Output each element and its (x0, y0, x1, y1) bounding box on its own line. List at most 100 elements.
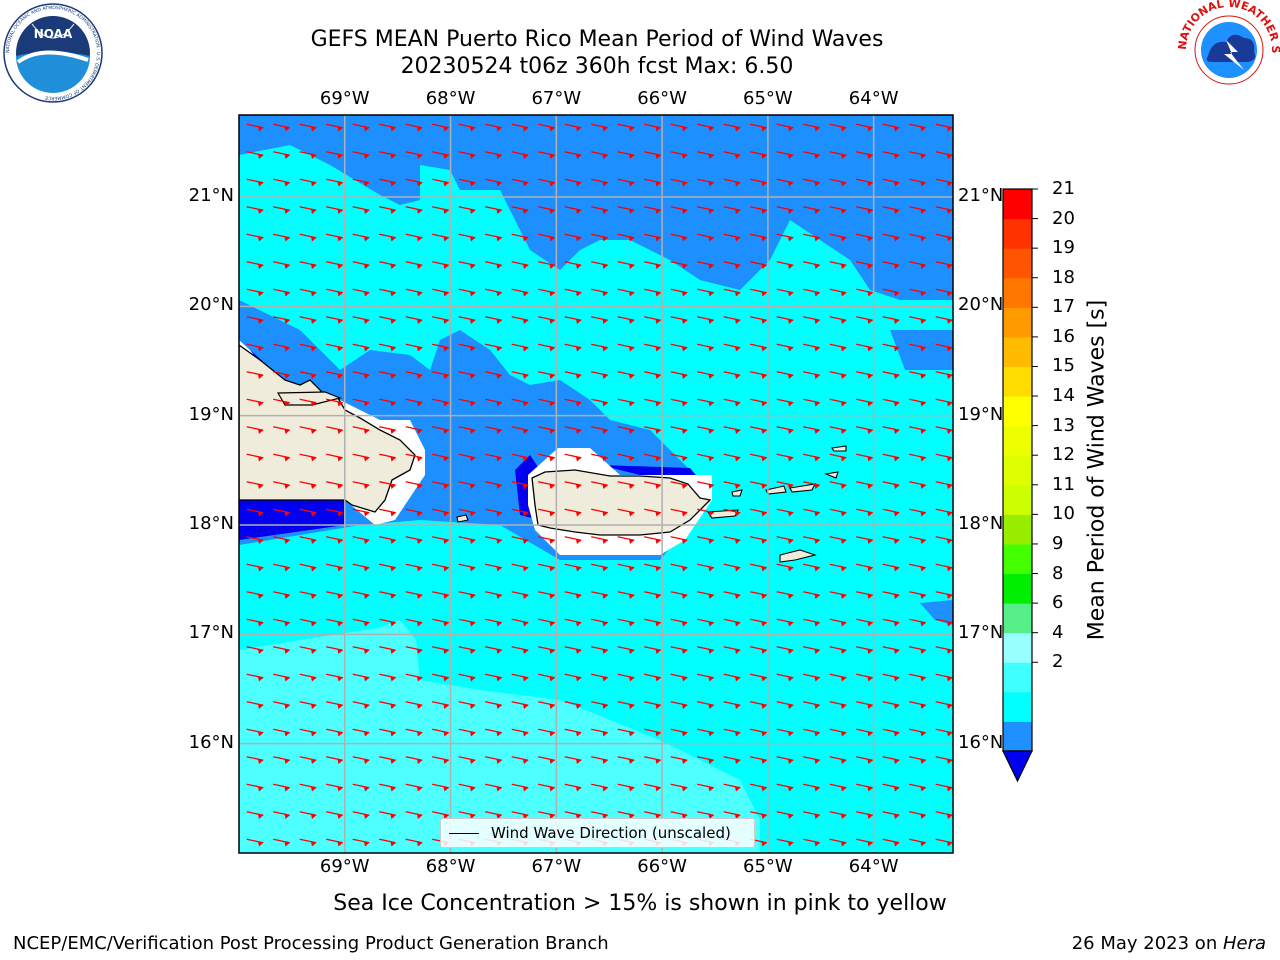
wave-direction-arrow (511, 536, 529, 544)
wave-direction-arrow (856, 536, 873, 544)
wave-direction-arrow (246, 316, 264, 324)
wave-direction-arrow (697, 316, 714, 324)
wave-direction-arrow (723, 206, 741, 214)
wave-direction-arrow (273, 563, 290, 572)
wave-direction-arrow (829, 756, 847, 764)
wave-direction-arrow (856, 481, 873, 489)
map-subtitle: 20230524 t06z 360h fcst Max: 6.50 (400, 54, 794, 79)
wave-direction-arrow (909, 811, 926, 819)
wave-direction-arrow (617, 151, 635, 159)
wave-direction-arrow (935, 618, 953, 627)
wave-direction-arrow (644, 426, 661, 434)
wave-direction-arrow (299, 453, 317, 462)
wave-direction-arrow (352, 646, 370, 654)
wave-direction-arrow (776, 728, 794, 737)
wave-direction-arrow (485, 756, 502, 764)
wave-direction-arrow (909, 178, 926, 187)
wave-direction-arrow (352, 673, 370, 682)
wave-direction-arrow (326, 563, 343, 572)
wave-direction-arrow (432, 563, 449, 572)
wave-direction-arrow (882, 123, 900, 132)
wave-direction-arrow (909, 563, 926, 572)
wave-direction-arrow (379, 316, 396, 324)
wave-direction-arrow (644, 591, 661, 599)
wave-direction-arrow (458, 426, 476, 434)
wave-direction-arrow (644, 371, 661, 379)
wave-direction-arrow (352, 783, 370, 792)
wave-direction-arrow (432, 343, 449, 352)
wave-direction-arrow (273, 261, 290, 269)
wave-direction-arrow (485, 371, 502, 379)
wave-direction-arrow (511, 811, 529, 819)
wave-direction-arrow (432, 756, 449, 764)
wave-direction-arrow (776, 398, 794, 407)
wave-direction-arrow (564, 563, 582, 572)
wave-direction-arrow (776, 618, 794, 627)
wave-direction-arrow (829, 508, 847, 517)
wave-direction-arrow (670, 563, 688, 572)
wave-direction-arrow (803, 178, 820, 187)
wave-direction-arrow (803, 783, 820, 792)
wave-direction-arrow (909, 123, 926, 132)
wave-direction-arrow (432, 701, 449, 709)
wave-direction-arrow (670, 481, 688, 489)
wave-period-band-6-8 (239, 620, 760, 853)
lon-label-top-1: 68°W (425, 88, 476, 109)
wave-direction-arrow (299, 261, 317, 269)
noaa-logo-text: NOAA (34, 27, 73, 41)
wave-direction-arrow (326, 426, 343, 434)
colorbar-tick-label-4: 17 (1052, 296, 1075, 318)
wave-direction-arrow (829, 371, 847, 379)
wave-direction-arrow (405, 591, 423, 599)
wave-direction-arrow (591, 783, 608, 792)
wave-direction-arrow (485, 453, 502, 462)
wave-direction-arrow (803, 371, 820, 379)
wave-direction-arrow (273, 481, 290, 489)
wave-direction-arrow (697, 508, 714, 517)
wave-direction-arrow (617, 811, 635, 819)
wave-direction-arrow (299, 618, 317, 627)
wave-direction-arrow (617, 316, 635, 324)
wave-direction-arrow (882, 646, 900, 654)
wave-direction-arrow (299, 646, 317, 654)
wave-direction-arrow (803, 756, 820, 764)
wave-direction-arrow (856, 123, 873, 132)
wave-direction-arrow (750, 123, 767, 132)
wave-direction-arrow (379, 673, 396, 682)
wave-direction-arrow (432, 123, 449, 132)
wave-direction-arrow (697, 618, 714, 627)
wave-direction-arrow (750, 288, 767, 297)
wave-direction-arrow (644, 481, 661, 489)
wave-direction-arrow (538, 261, 555, 269)
wave-direction-arrow (935, 233, 953, 242)
wave-direction-arrow (538, 481, 555, 489)
wave-direction-arrow (299, 591, 317, 599)
wave-direction-arrow (299, 316, 317, 324)
wave-direction-arrow (909, 756, 926, 764)
wave-direction-arrow (644, 151, 661, 159)
wave-direction-arrow (379, 811, 396, 819)
wave-direction-arrow (405, 783, 423, 792)
wave-direction-arrow (485, 563, 502, 572)
wave-direction-arrow (246, 481, 264, 489)
wave-direction-arrow (299, 536, 317, 544)
colorbar-segment (1003, 514, 1032, 545)
wave-direction-arrow (909, 261, 926, 269)
wave-direction-arrow (458, 783, 476, 792)
wave-direction-arrow (723, 563, 741, 572)
wave-direction-arrow (644, 178, 661, 187)
colorbar-tick-label-0: 21 (1052, 178, 1075, 199)
wave-direction-arrow (564, 673, 582, 682)
wave-direction-arrow (458, 206, 476, 214)
wave-direction-arrow (299, 728, 317, 737)
lat-label-right-1: 20°N (958, 294, 1004, 316)
wave-direction-arrow (485, 233, 502, 242)
wave-direction-arrow (856, 783, 873, 792)
wave-direction-arrow (352, 288, 370, 297)
wave-direction-arrow (617, 206, 635, 214)
wave-direction-arrow (299, 563, 317, 572)
wave-direction-arrow (803, 426, 820, 434)
wave-direction-arrow (935, 563, 953, 572)
wave-direction-arrow (856, 343, 873, 352)
colorbar-tick-label-15: 4 (1052, 621, 1064, 643)
